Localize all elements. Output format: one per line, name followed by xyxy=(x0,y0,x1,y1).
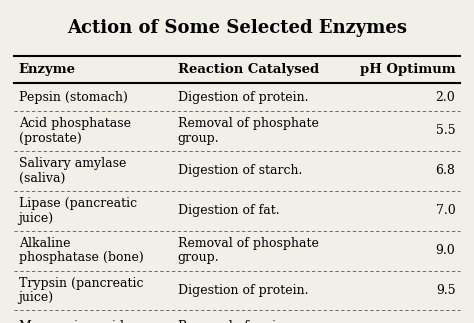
Text: pH Optimum: pH Optimum xyxy=(360,63,456,76)
Text: Acid phosphatase: Acid phosphatase xyxy=(18,117,130,130)
Text: group.: group. xyxy=(178,251,219,265)
Text: 7.0: 7.0 xyxy=(436,204,456,217)
Text: Removal of amine group: Removal of amine group xyxy=(178,319,333,323)
Text: Enzyme: Enzyme xyxy=(18,63,75,76)
Text: Digestion of protein.: Digestion of protein. xyxy=(178,91,309,104)
Text: Pepsin (stomach): Pepsin (stomach) xyxy=(18,91,128,104)
Text: juice): juice) xyxy=(18,291,54,304)
Text: Monoamine oxidase: Monoamine oxidase xyxy=(18,319,145,323)
Text: Reaction Catalysed: Reaction Catalysed xyxy=(178,63,319,76)
Text: (prostate): (prostate) xyxy=(18,132,82,145)
Text: 9.5: 9.5 xyxy=(436,284,456,297)
Text: 5.5: 5.5 xyxy=(436,124,456,137)
Text: Salivary amylase: Salivary amylase xyxy=(18,157,126,170)
Text: Action of Some Selected Enzymes: Action of Some Selected Enzymes xyxy=(67,19,407,37)
Text: Removal of phosphate: Removal of phosphate xyxy=(178,117,319,130)
Text: 2.0: 2.0 xyxy=(436,91,456,104)
Text: group.: group. xyxy=(178,132,219,145)
Text: Trypsin (pancreatic: Trypsin (pancreatic xyxy=(18,276,143,290)
Text: juice): juice) xyxy=(18,212,54,224)
Text: Digestion of starch.: Digestion of starch. xyxy=(178,164,302,177)
Text: Digestion of protein.: Digestion of protein. xyxy=(178,284,309,297)
Text: Alkaline: Alkaline xyxy=(18,237,70,250)
Text: Digestion of fat.: Digestion of fat. xyxy=(178,204,280,217)
Text: 9.0: 9.0 xyxy=(436,244,456,257)
Text: phosphatase (bone): phosphatase (bone) xyxy=(18,251,143,265)
Text: 6.8: 6.8 xyxy=(436,164,456,177)
Text: (saliva): (saliva) xyxy=(18,172,65,185)
Text: Lipase (pancreatic: Lipase (pancreatic xyxy=(18,197,137,210)
Text: Removal of phosphate: Removal of phosphate xyxy=(178,237,319,250)
